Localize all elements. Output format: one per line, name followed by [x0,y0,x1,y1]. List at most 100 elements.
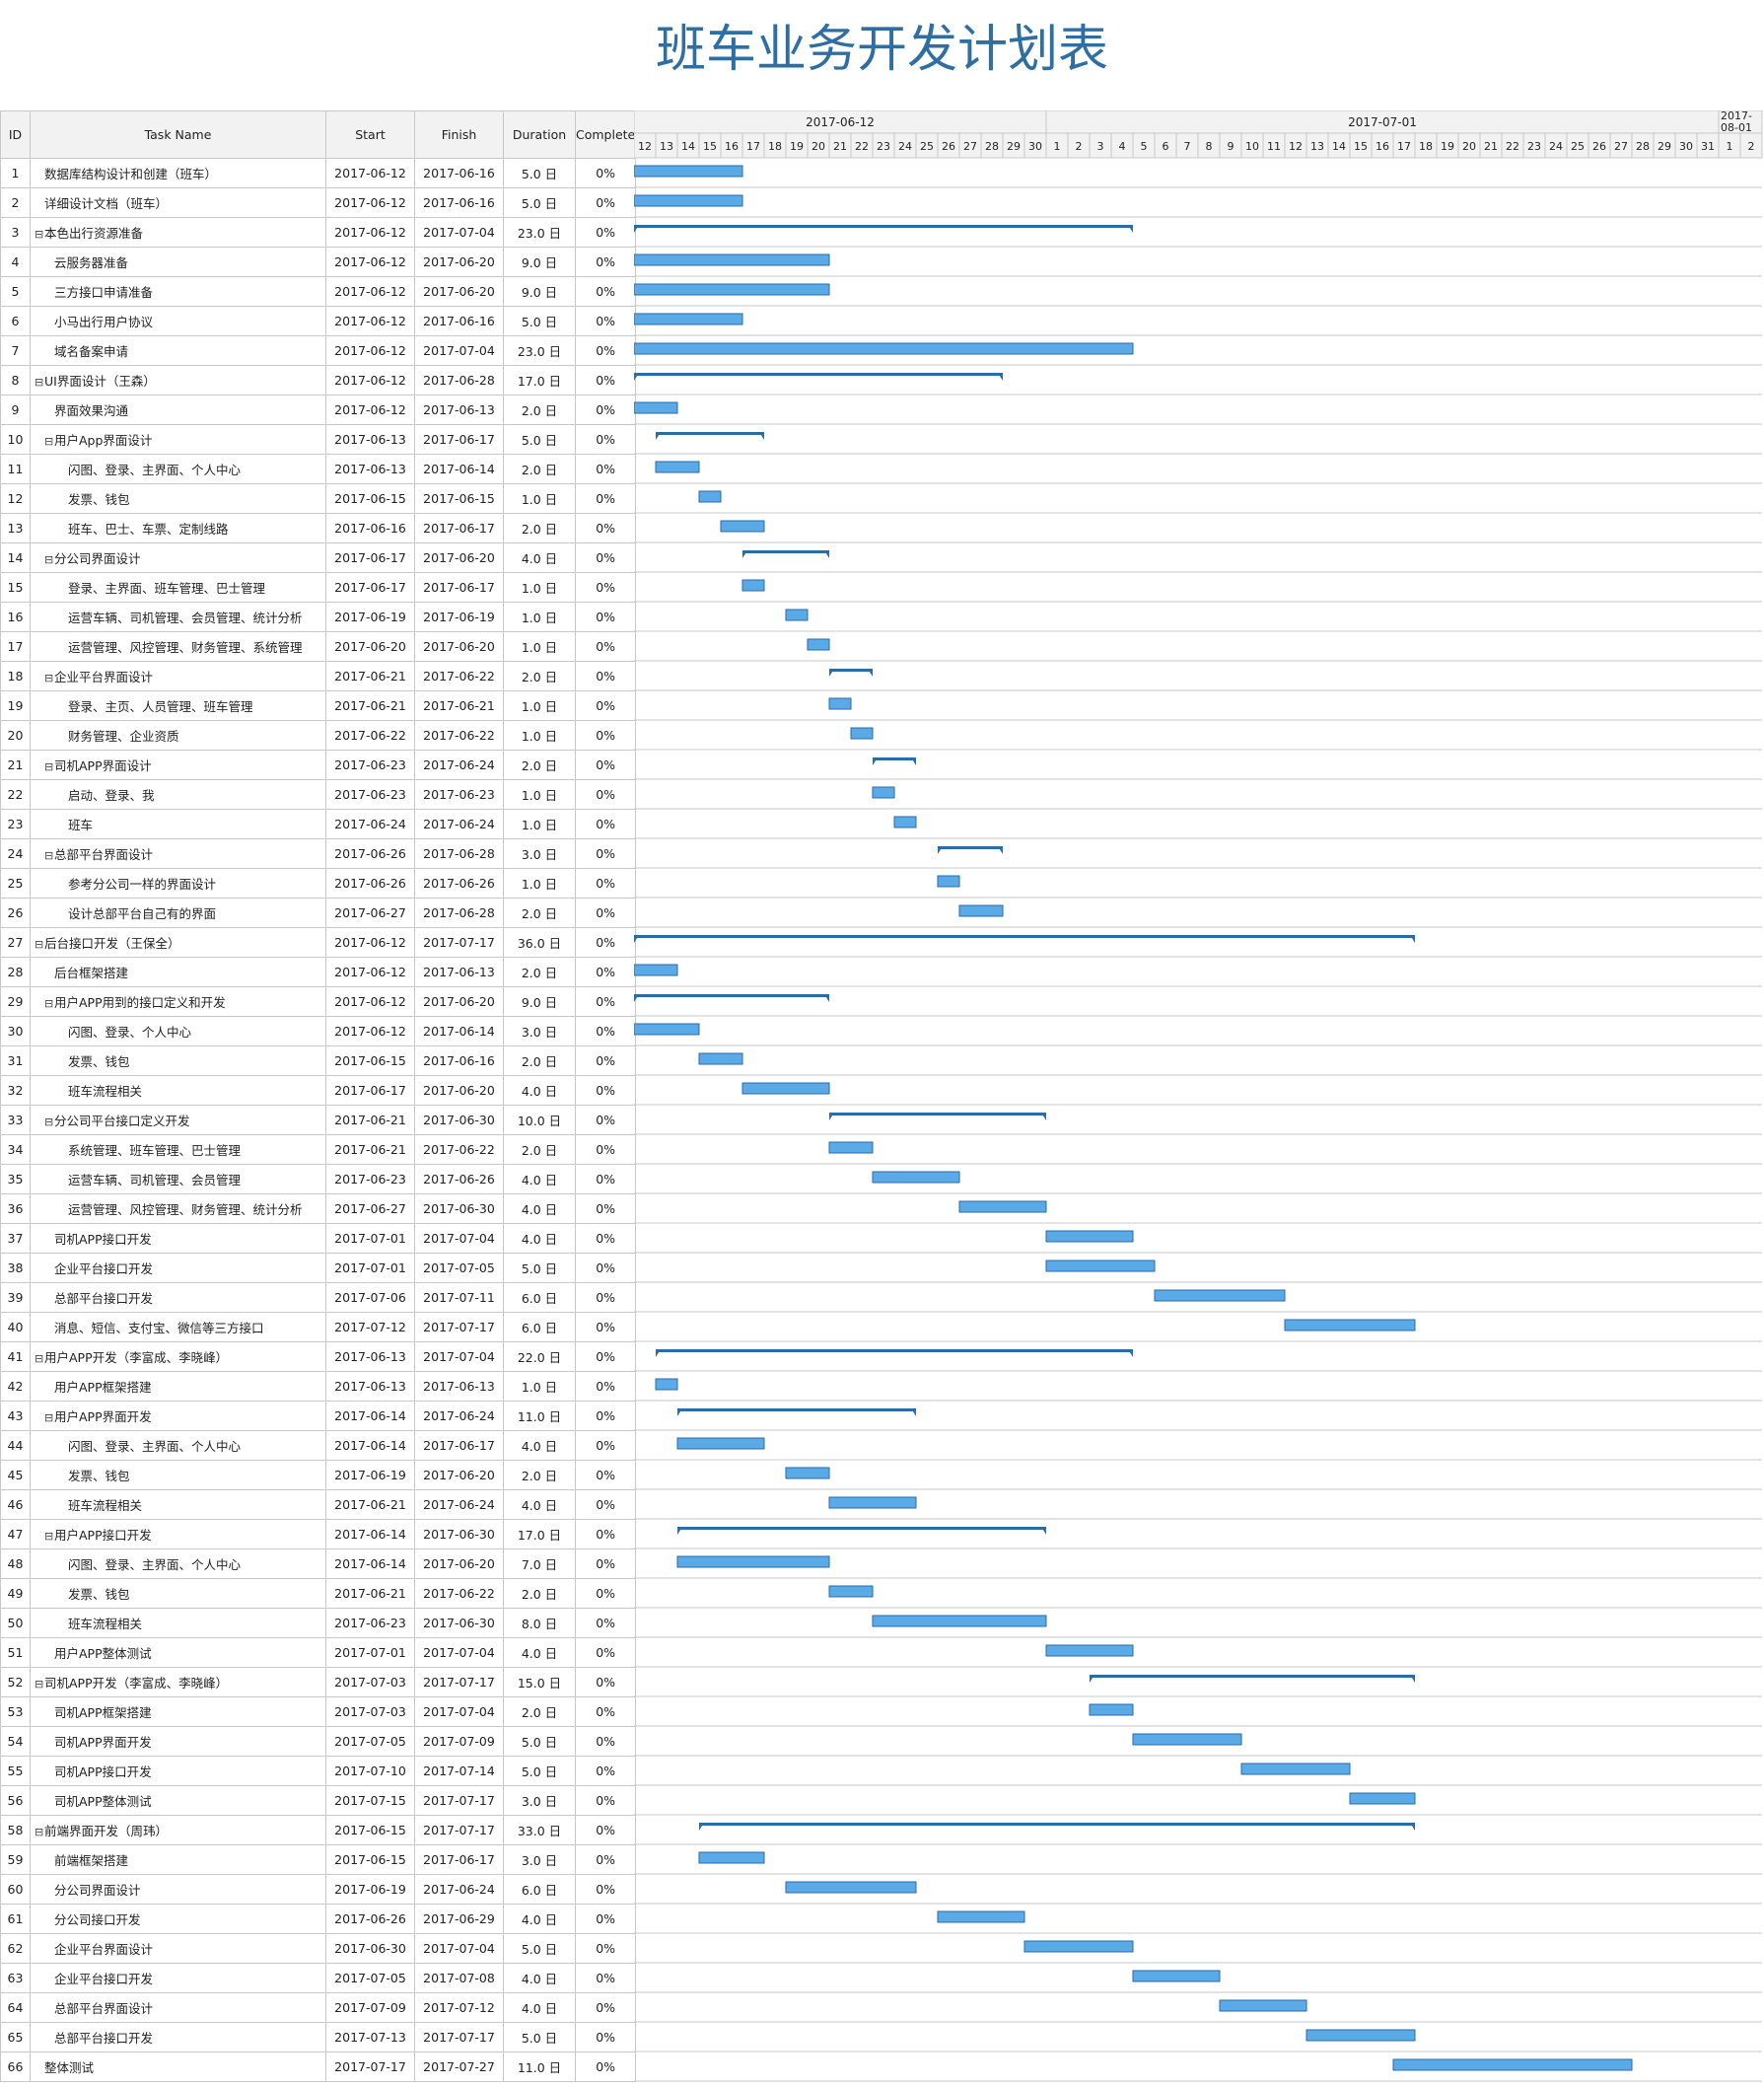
table-row[interactable]: 64 总部平台界面设计 2017-07-09 2017-07-12 4.0 日 0% [0,1992,637,2023]
table-row[interactable]: 33 ⊟分公司平台接口定义开发 2017-06-21 2017-06-30 10.0 日… [0,1105,637,1135]
table-row[interactable]: 2 详细设计文档（班车） 2017-06-12 2017-06-16 5.0 日 0% [0,187,637,218]
table-row[interactable]: 30 闪图、登录、个人中心 2017-06-12 2017-06-14 3.0 日 0% [0,1016,637,1046]
table-row[interactable]: 60 分公司界面设计 2017-06-19 2017-06-24 6.0 日 0% [0,1874,637,1905]
collapse-toggle-icon[interactable]: ⊟ [44,553,54,566]
task-name-cell: ⊟分公司平台接口定义开发 [30,1105,326,1135]
table-row[interactable]: 1 数据库结构设计和创建（班车） 2017-06-12 2017-06-16 5.0 日… [0,158,637,188]
collapse-toggle-icon[interactable]: ⊟ [44,672,54,684]
table-row[interactable]: 31 发票、钱包 2017-06-15 2017-06-16 2.0 日 0% [0,1045,637,1076]
task-name-cell: 三方接口申请准备 [30,276,326,307]
table-row[interactable]: 66 整体测试 2017-07-17 2017-07-27 11.0 日 0% [0,2051,637,2082]
table-row[interactable]: 56 司机APP整体测试 2017-07-15 2017-07-17 3.0 日 0% [0,1785,637,1816]
table-row[interactable]: 40 消息、短信、支付宝、微信等三方接口 2017-07-12 2017-07-17 6… [0,1312,637,1342]
table-row[interactable]: 5 三方接口申请准备 2017-06-12 2017-06-20 9.0 日 0% [0,276,637,307]
collapse-toggle-icon[interactable]: ⊟ [44,760,54,773]
table-row[interactable]: 51 用户APP整体测试 2017-07-01 2017-07-04 4.0 日 0% [0,1637,637,1668]
table-row[interactable]: 20 财务管理、企业资质 2017-06-22 2017-06-22 1.0 日 0% [0,720,637,751]
collapse-toggle-icon[interactable]: ⊟ [44,997,54,1010]
table-row[interactable]: 46 班车流程相关 2017-06-21 2017-06-24 4.0 日 0% [0,1489,637,1520]
table-row[interactable]: 48 闪图、登录、主界面、个人中心 2017-06-14 2017-06-20 7.0 … [0,1548,637,1579]
table-row[interactable]: 22 启动、登录、我 2017-06-23 2017-06-23 1.0 日 0% [0,779,637,810]
table-row[interactable]: 27 ⊟后台接口开发（王保全） 2017-06-12 2017-07-17 36.0 日… [0,927,637,958]
table-row[interactable]: 6 小马出行用户协议 2017-06-12 2017-06-16 5.0 日 0% [0,306,637,336]
table-row[interactable]: 4 云服务器准备 2017-06-12 2017-06-20 9.0 日 0% [0,247,637,277]
table-row[interactable]: 8 ⊟UI界面设计（王森） 2017-06-12 2017-06-28 17.0 日 0% [0,365,637,396]
column-header-duration[interactable]: Duration [503,110,576,159]
table-row[interactable]: 11 闪图、登录、主界面、个人中心 2017-06-13 2017-06-14 2.0 … [0,454,637,484]
table-row[interactable]: 35 运营车辆、司机管理、会员管理 2017-06-23 2017-06-26 4.0 … [0,1164,637,1194]
collapse-toggle-icon[interactable]: ⊟ [44,1411,54,1424]
table-row[interactable]: 39 总部平台接口开发 2017-07-06 2017-07-11 6.0 日 0% [0,1282,637,1313]
collapse-toggle-icon[interactable]: ⊟ [44,1115,54,1128]
task-bar [807,638,830,651]
table-row[interactable]: 18 ⊟企业平台界面设计 2017-06-21 2017-06-22 2.0 日 0% [0,661,637,691]
table-row[interactable]: 23 班车 2017-06-24 2017-06-24 1.0 日 0% [0,809,637,839]
column-header-task-name[interactable]: Task Name [30,110,326,159]
column-header-complete[interactable]: Complete [574,110,637,159]
column-header-finish[interactable]: Finish [414,110,504,159]
column-header-start[interactable]: Start [325,110,415,159]
table-row[interactable]: 13 班车、巴士、车票、定制线路 2017-06-16 2017-06-17 2.0 日… [0,513,637,543]
table-row[interactable]: 28 后台框架搭建 2017-06-12 2017-06-13 2.0 日 0% [0,957,637,987]
table-row[interactable]: 65 总部平台接口开发 2017-07-13 2017-07-17 5.0 日 0% [0,2022,637,2052]
day-tick-label: 15 [1354,140,1368,153]
table-row[interactable]: 42 用户APP框架搭建 2017-06-13 2017-06-13 1.0 日 0% [0,1371,637,1402]
table-row[interactable]: 19 登录、主页、人员管理、班车管理 2017-06-21 2017-06-21 1.0… [0,690,637,721]
task-name-cell: 发票、钱包 [30,1460,326,1490]
task-id-cell: 6 [0,306,31,336]
collapse-toggle-icon[interactable]: ⊟ [44,1530,54,1543]
table-row[interactable]: 32 班车流程相关 2017-06-17 2017-06-20 4.0 日 0% [0,1075,637,1106]
collapse-toggle-icon[interactable]: ⊟ [35,1678,44,1691]
collapse-toggle-icon[interactable]: ⊟ [35,1352,44,1365]
collapse-toggle-icon[interactable]: ⊟ [35,938,44,951]
table-row[interactable]: 38 企业平台接口开发 2017-07-01 2017-07-05 5.0 日 0% [0,1253,637,1283]
table-row[interactable]: 9 界面效果沟通 2017-06-12 2017-06-13 2.0 日 0% [0,395,637,425]
table-row[interactable]: 43 ⊟用户APP界面开发 2017-06-14 2017-06-24 11.0 日 0% [0,1401,637,1431]
table-row[interactable]: 55 司机APP接口开发 2017-07-10 2017-07-14 5.0 日 0% [0,1756,637,1786]
table-row[interactable]: 7 域名备案申请 2017-06-12 2017-07-04 23.0 日 0% [0,335,637,366]
table-row[interactable]: 34 系统管理、班车管理、巴士管理 2017-06-21 2017-06-22 2.0 … [0,1134,637,1165]
table-row[interactable]: 16 运营车辆、司机管理、会员管理、统计分析 2017-06-19 2017-06-1… [0,602,637,632]
day-tick-label: 29 [1658,140,1671,153]
task-duration-cell: 1.0 日 [503,868,576,899]
collapse-toggle-icon[interactable]: ⊟ [44,435,54,448]
task-start-cell: 2017-06-13 [325,1341,415,1372]
table-row[interactable]: 47 ⊟用户APP接口开发 2017-06-14 2017-06-30 17.0 日 0% [0,1519,637,1549]
table-row[interactable]: 12 发票、钱包 2017-06-15 2017-06-15 1.0 日 0% [0,483,637,514]
table-row[interactable]: 3 ⊟本色出行资源准备 2017-06-12 2017-07-04 23.0 日 0% [0,217,637,248]
table-row[interactable]: 17 运营管理、风控管理、财务管理、系统管理 2017-06-20 2017-06-2… [0,631,637,662]
table-row[interactable]: 63 企业平台接口开发 2017-07-05 2017-07-08 4.0 日 0% [0,1963,637,1993]
table-row[interactable]: 61 分公司接口开发 2017-06-26 2017-06-29 4.0 日 0% [0,1904,637,1934]
collapse-toggle-icon[interactable]: ⊟ [35,1826,44,1838]
task-name: 登录、主界面、班车管理、巴士管理 [68,581,266,596]
collapse-toggle-icon[interactable]: ⊟ [44,849,54,862]
table-row[interactable]: 44 闪图、登录、主界面、个人中心 2017-06-14 2017-06-17 4.0 … [0,1430,637,1461]
collapse-toggle-icon[interactable]: ⊟ [35,228,44,241]
table-row[interactable]: 36 运营管理、风控管理、财务管理、统计分析 2017-06-27 2017-06-3… [0,1193,637,1224]
table-row[interactable]: 41 ⊟用户APP开发（李富成、李晓峰） 2017-06-13 2017-07-04 2… [0,1341,637,1372]
table-row[interactable]: 53 司机APP框架搭建 2017-07-03 2017-07-04 2.0 日 0% [0,1696,637,1727]
table-row[interactable]: 10 ⊟用户App界面设计 2017-06-13 2017-06-17 5.0 日 0% [0,424,637,455]
table-row[interactable]: 52 ⊟司机APP开发（李富成、李晓峰） 2017-07-03 2017-07-17 1… [0,1667,637,1697]
table-row[interactable]: 62 企业平台界面设计 2017-06-30 2017-07-04 5.0 日 0% [0,1933,637,1964]
task-id-cell: 46 [0,1489,31,1520]
task-complete-cell: 0% [574,1726,637,1757]
collapse-toggle-icon[interactable]: ⊟ [35,376,44,389]
table-row[interactable]: 45 发票、钱包 2017-06-19 2017-06-20 2.0 日 0% [0,1460,637,1490]
table-row[interactable]: 21 ⊟司机APP界面设计 2017-06-23 2017-06-24 2.0 日 0% [0,750,637,780]
table-row[interactable]: 29 ⊟用户APP用到的接口定义和开发 2017-06-12 2017-06-20 9.… [0,986,637,1017]
table-row[interactable]: 54 司机APP界面开发 2017-07-05 2017-07-09 5.0 日 0% [0,1726,637,1757]
table-row[interactable]: 59 前端框架搭建 2017-06-15 2017-06-17 3.0 日 0% [0,1844,637,1875]
task-id-cell: 49 [0,1578,31,1609]
table-row[interactable]: 24 ⊟总部平台界面设计 2017-06-26 2017-06-28 3.0 日 0% [0,838,637,869]
table-row[interactable]: 37 司机APP接口开发 2017-07-01 2017-07-04 4.0 日 0% [0,1223,637,1254]
table-row[interactable]: 50 班车流程相关 2017-06-23 2017-06-30 8.0 日 0% [0,1608,637,1638]
table-row[interactable]: 14 ⊟分公司界面设计 2017-06-17 2017-06-20 4.0 日 0% [0,542,637,573]
table-row[interactable]: 15 登录、主界面、班车管理、巴士管理 2017-06-17 2017-06-17 1.… [0,572,637,603]
column-header-id[interactable]: ID [0,110,31,159]
task-id-cell: 66 [0,2051,31,2082]
table-row[interactable]: 49 发票、钱包 2017-06-21 2017-06-22 2.0 日 0% [0,1578,637,1609]
